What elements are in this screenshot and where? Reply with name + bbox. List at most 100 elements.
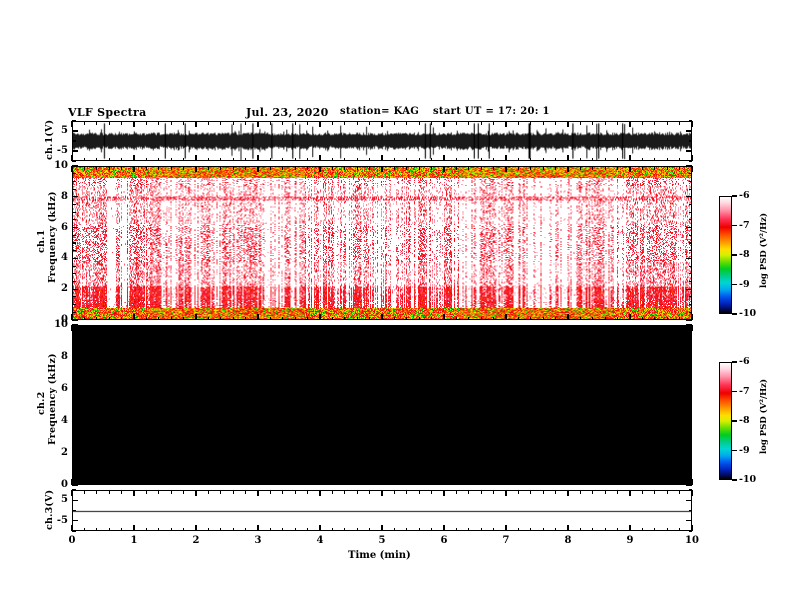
- x-tick-bottom: [517, 157, 519, 161]
- x-tick-bottom: [443, 525, 445, 531]
- x-tick-bottom: [96, 316, 98, 320]
- colorbar-tick-label: -9: [739, 278, 750, 290]
- x-tick-bottom: [319, 314, 321, 320]
- y-tick-minor-left: [72, 436, 76, 438]
- x-tick-bottom: [431, 316, 433, 320]
- x-tick-bottom: [567, 525, 569, 531]
- x-tick-bottom: [257, 155, 259, 161]
- x-tick-bottom: [641, 316, 643, 320]
- x-tick-top: [108, 490, 110, 494]
- x-tick-top: [406, 490, 408, 494]
- x-tick-label: 6: [440, 535, 448, 546]
- x-tick-bottom: [96, 527, 98, 531]
- y-tick-minor-left: [72, 444, 76, 446]
- x-tick-bottom: [617, 481, 619, 485]
- x-tick-bottom: [493, 157, 495, 161]
- x-tick-bottom: [121, 527, 123, 531]
- x-tick-bottom: [220, 527, 222, 531]
- y-tick-label: 2: [61, 283, 68, 295]
- x-tick-top: [431, 166, 433, 170]
- y-tick-label: 2: [61, 447, 68, 458]
- colorbar-tick: [732, 479, 737, 481]
- x-tick-top: [493, 121, 495, 125]
- colorbar-tick-label: -8: [739, 249, 750, 260]
- x-tick-top: [381, 325, 383, 331]
- x-tick-bottom: [344, 481, 346, 485]
- y-tick-major-left: [72, 150, 78, 152]
- x-tick-bottom: [369, 316, 371, 320]
- x-tick-top: [344, 490, 346, 494]
- x-tick-bottom: [195, 479, 197, 485]
- x-tick-bottom: [468, 316, 470, 320]
- y-tick-minor-left: [72, 332, 76, 334]
- x-tick-bottom: [319, 155, 321, 161]
- x-tick-label: 5: [378, 535, 386, 546]
- x-tick-bottom: [654, 316, 656, 320]
- x-tick-bottom: [505, 479, 507, 485]
- figure-title: VLF Spectra: [68, 106, 147, 119]
- x-tick-bottom: [344, 527, 346, 531]
- x-tick-top: [83, 490, 85, 494]
- x-tick-bottom: [505, 314, 507, 320]
- y-tick-minor-right: [688, 396, 692, 398]
- x-tick-bottom: [455, 481, 457, 485]
- x-tick-top: [393, 325, 395, 329]
- x-tick-bottom: [232, 527, 234, 531]
- ch2-spectrogram-axis-title-1: ch.2: [36, 391, 47, 415]
- x-tick-bottom: [455, 157, 457, 161]
- x-tick-top: [245, 121, 247, 125]
- x-tick-bottom: [629, 479, 631, 485]
- x-tick-bottom: [108, 316, 110, 320]
- x-tick-top: [71, 166, 73, 172]
- x-tick-top: [133, 325, 135, 331]
- x-tick-top: [592, 166, 594, 170]
- x-tick-bottom: [232, 481, 234, 485]
- x-tick-top: [505, 121, 507, 127]
- x-tick-top: [381, 166, 383, 172]
- x-tick-bottom: [542, 481, 544, 485]
- x-tick-bottom: [592, 157, 594, 161]
- y-tick-minor-left: [72, 280, 76, 283]
- colorbar-ch1: -6 -7 -8 -9 -10 log PSD (V²/Hz): [719, 190, 789, 319]
- x-tick-bottom: [393, 527, 395, 531]
- y-tick-minor-right: [688, 120, 692, 122]
- y-tick-minor-left: [72, 242, 76, 244]
- x-tick-top: [406, 121, 408, 125]
- x-tick-top: [133, 166, 135, 172]
- x-tick-top: [505, 166, 507, 172]
- colorbar-tick-label: -8: [739, 415, 750, 426]
- y-tick-major-right: [686, 319, 692, 321]
- x-tick-bottom: [207, 481, 209, 485]
- y-tick-major-left: [72, 452, 78, 454]
- y-tick-label: 8: [61, 190, 68, 202]
- y-tick-minor-left: [72, 311, 76, 313]
- x-tick-top: [369, 490, 371, 494]
- y-tick-minor-right: [688, 296, 692, 298]
- x-tick-top: [369, 121, 371, 125]
- x-tick-bottom: [344, 157, 346, 161]
- x-tick-top: [183, 490, 185, 494]
- x-tick-bottom: [666, 527, 668, 531]
- x-tick-bottom: [381, 479, 383, 485]
- x-tick-bottom: [530, 481, 532, 485]
- x-tick-bottom: [207, 316, 209, 320]
- x-tick-top: [530, 490, 532, 494]
- y-tick-label: 5: [61, 494, 68, 506]
- x-tick-top: [443, 325, 445, 331]
- x-tick-bottom: [555, 527, 557, 531]
- y-tick-minor-left: [72, 468, 76, 470]
- x-tick-top: [418, 490, 420, 494]
- x-tick-top: [356, 166, 358, 170]
- x-tick-top: [356, 325, 358, 329]
- y-tick-minor-right: [688, 250, 692, 252]
- x-tick-bottom: [406, 316, 408, 320]
- x-tick-bottom: [579, 527, 581, 531]
- x-tick-bottom: [517, 481, 519, 485]
- y-tick-minor-right: [688, 265, 692, 267]
- x-tick-top: [121, 121, 123, 125]
- x-tick-bottom: [381, 314, 383, 320]
- colorbar-tick-label: -6: [739, 356, 750, 367]
- y-tick-minor-right: [688, 530, 692, 532]
- x-tick-label: 10: [685, 535, 699, 546]
- y-tick-minor-left: [72, 120, 76, 122]
